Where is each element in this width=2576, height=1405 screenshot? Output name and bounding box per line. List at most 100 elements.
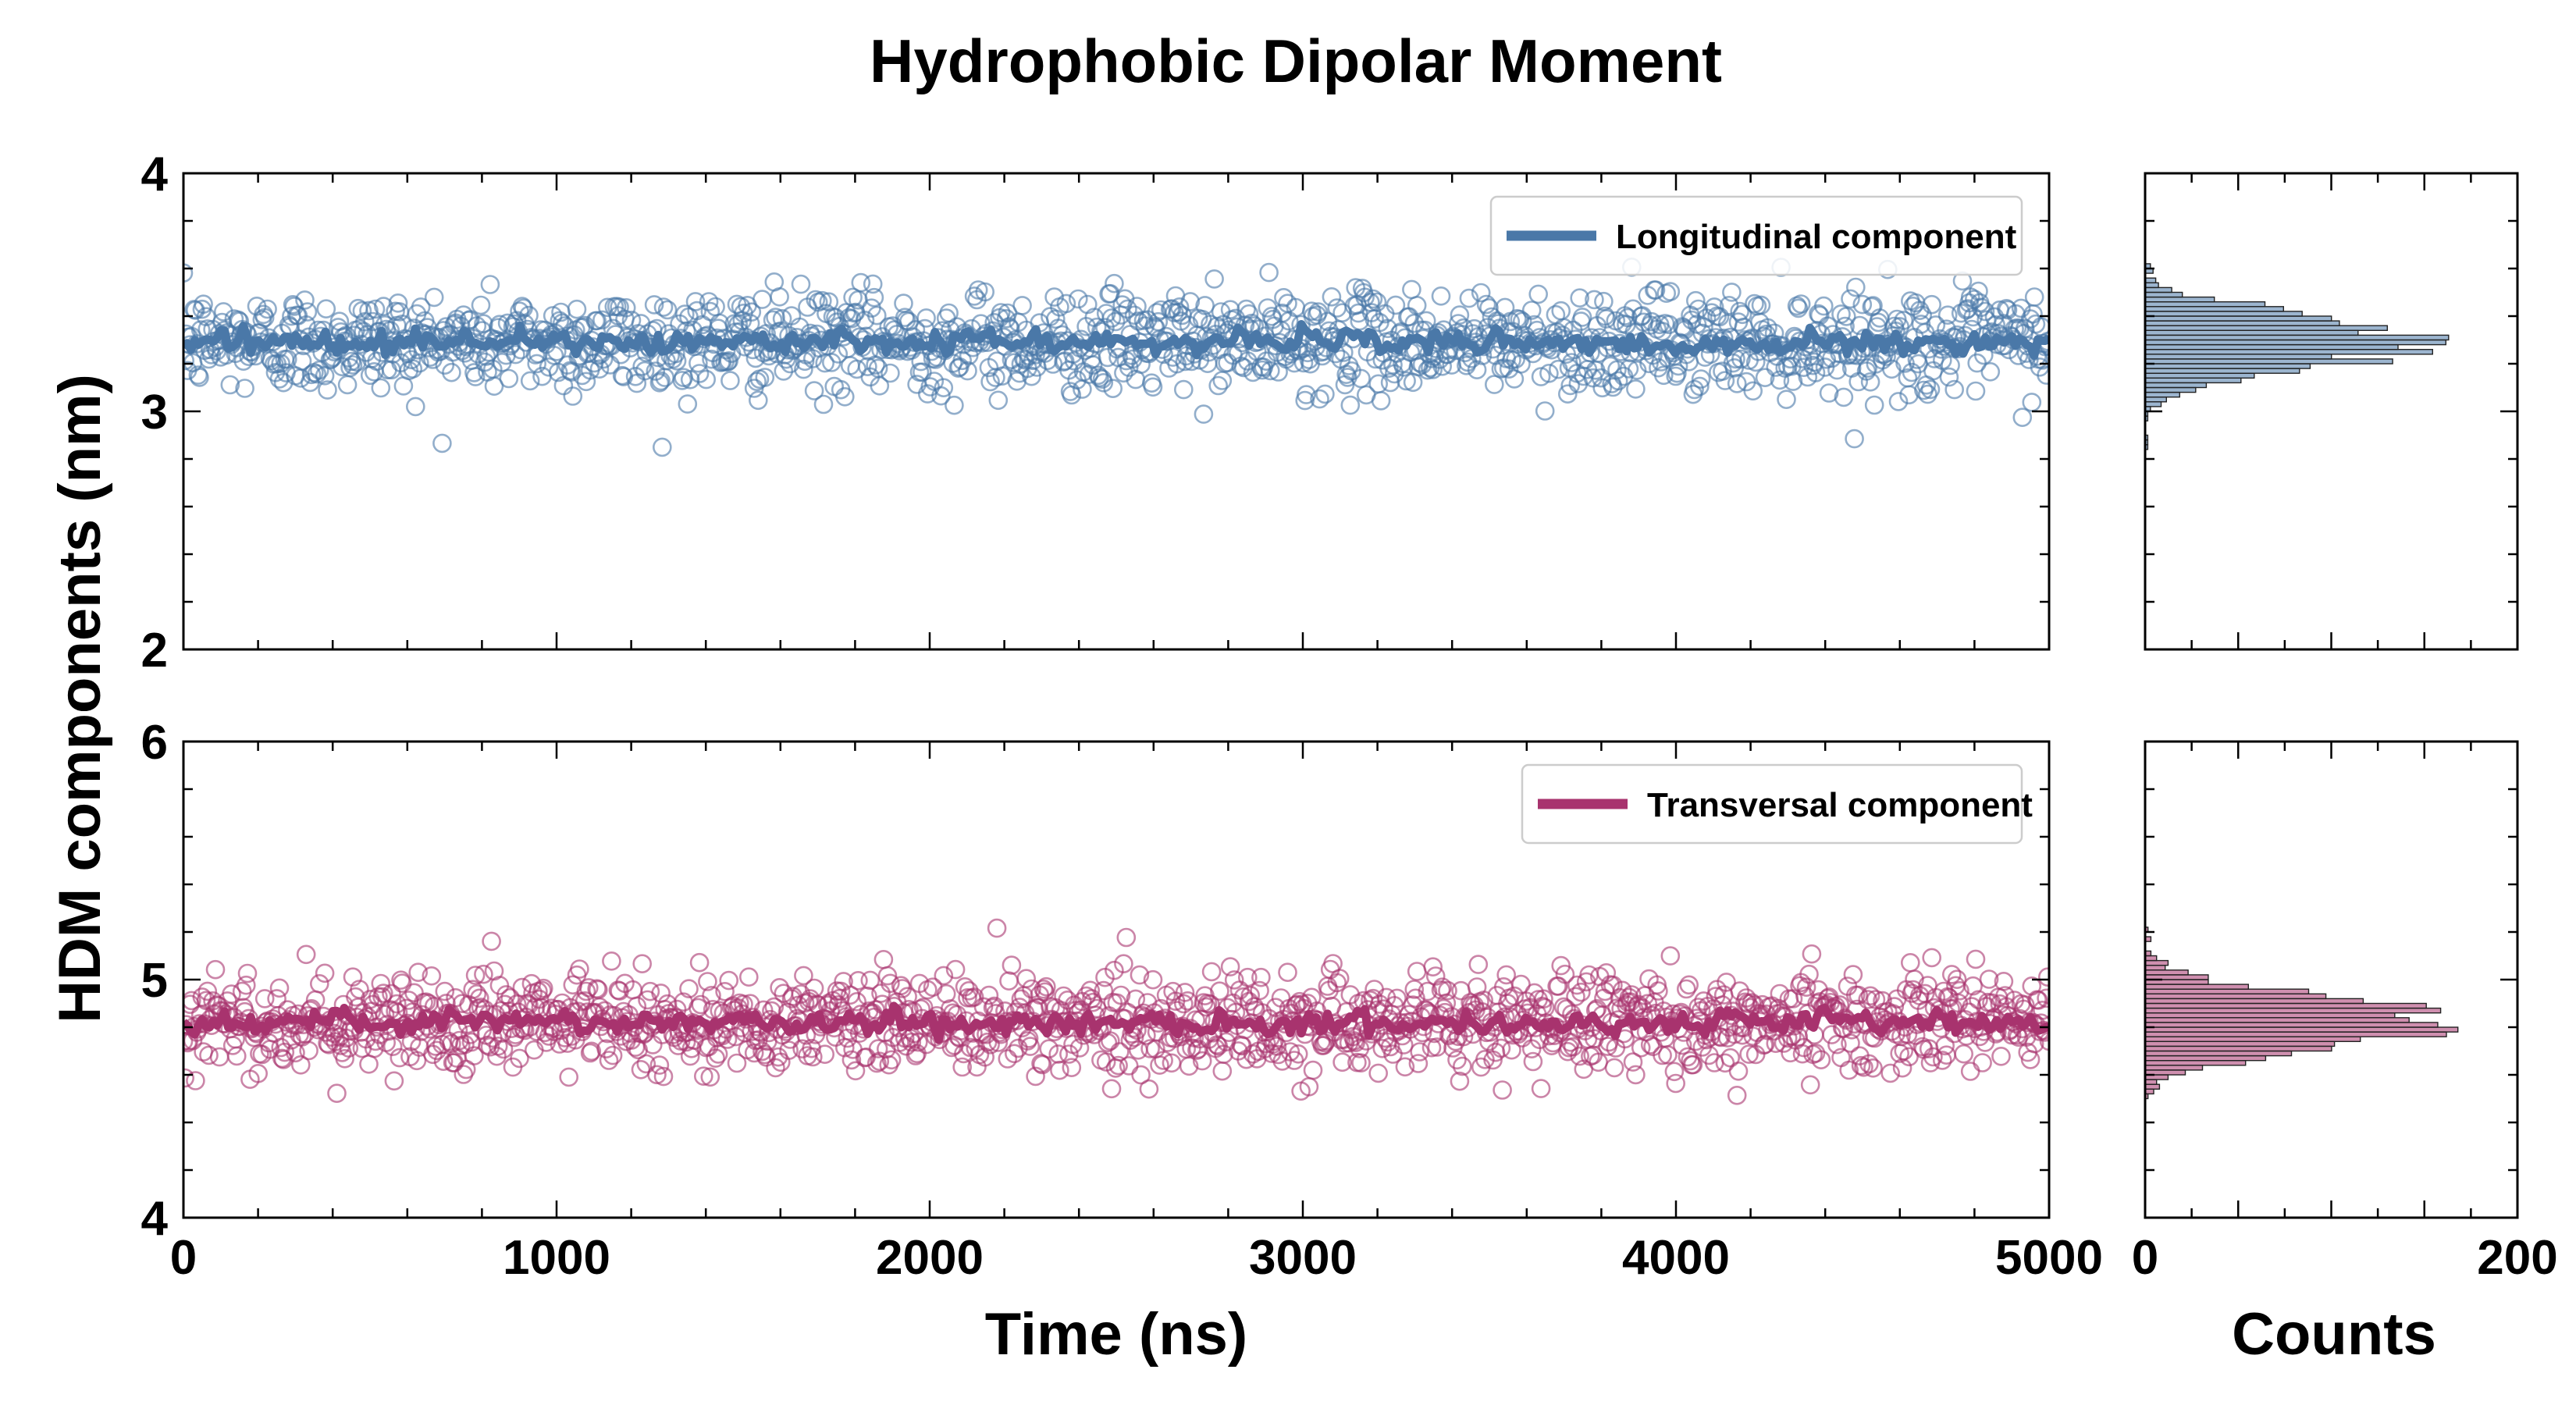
data-point <box>405 397 425 417</box>
data-point <box>936 984 956 1004</box>
data-point <box>831 981 851 1001</box>
data-point <box>1468 955 1489 974</box>
data-point <box>1315 384 1335 404</box>
data-point <box>1012 296 1032 315</box>
data-point <box>1732 1025 1752 1045</box>
data-point <box>1607 360 1627 380</box>
data-point <box>1852 294 1873 315</box>
data-point <box>1535 401 1555 421</box>
data-point <box>1603 377 1623 397</box>
data-point <box>909 1032 928 1052</box>
histogram-bar <box>2144 329 2359 336</box>
data-point <box>1423 957 1443 976</box>
data-point <box>1627 360 1647 380</box>
data-point <box>1194 404 1214 424</box>
data-point <box>881 973 900 994</box>
data-point <box>958 361 977 381</box>
data-point <box>1796 977 1816 997</box>
data-point <box>1110 1042 1130 1062</box>
data-point <box>1777 389 1796 410</box>
data-point <box>1108 1055 1128 1076</box>
data-point <box>2038 967 2049 987</box>
histogram-transversal: 0 200 <box>2132 740 2558 1285</box>
data-point <box>627 996 647 1016</box>
data-point <box>520 371 540 391</box>
data-point <box>388 293 408 313</box>
data-point <box>1423 360 1443 379</box>
data-point <box>973 997 994 1017</box>
data-point <box>465 367 486 386</box>
data-point <box>945 959 966 980</box>
data-point <box>1683 1055 1703 1075</box>
data-point <box>934 378 954 398</box>
data-point <box>610 297 629 317</box>
data-point <box>1619 359 1639 379</box>
data-point <box>1407 962 1427 981</box>
chart-title: Hydrophobic Dipolar Moment <box>870 27 1722 95</box>
data-point <box>499 368 519 389</box>
data-point <box>194 294 213 315</box>
histogram-bar <box>2144 291 2183 298</box>
data-point <box>422 966 442 986</box>
data-point <box>1212 1061 1233 1081</box>
histogram-bar <box>2144 1017 2410 1023</box>
data-point <box>703 1000 723 1019</box>
data-point <box>1819 383 1839 403</box>
data-point <box>1432 356 1452 376</box>
data-point <box>766 308 785 327</box>
data-point <box>1016 969 1036 988</box>
data-point <box>1297 385 1316 404</box>
data-point <box>1585 290 1604 310</box>
data-point <box>519 305 539 325</box>
plot-area <box>183 918 2049 1105</box>
histogram-bar <box>2144 955 2158 962</box>
data-point <box>1438 980 1457 1001</box>
y-tick-label: 3 <box>141 386 168 439</box>
data-point <box>1080 980 1100 1001</box>
data-point <box>337 375 358 395</box>
data-point <box>1873 991 1892 1011</box>
data-point <box>1079 365 1099 384</box>
data-point <box>998 1049 1018 1069</box>
data-point <box>1562 353 1582 372</box>
data-point <box>1163 981 1183 1001</box>
data-point <box>1124 305 1144 325</box>
data-point <box>1143 969 1163 990</box>
data-point <box>1404 980 1425 999</box>
data-point <box>1995 986 2015 1005</box>
data-point <box>1608 371 1628 391</box>
data-point <box>649 372 670 393</box>
data-point <box>632 356 653 376</box>
data-point <box>1822 1025 1841 1044</box>
legend-label: Transversal component <box>1647 786 2033 824</box>
data-point <box>1210 981 1229 1001</box>
data-point <box>819 292 839 312</box>
data-point <box>2037 988 2049 1008</box>
histogram-bar <box>2144 998 2364 1005</box>
data-point <box>1063 344 1083 364</box>
data-point <box>1880 1063 1900 1083</box>
data-point <box>1459 288 1479 308</box>
data-point <box>359 301 379 321</box>
data-point <box>868 1039 888 1058</box>
data-point <box>1646 280 1666 300</box>
data-point <box>1686 290 1706 311</box>
histogram-bar <box>2144 1065 2204 1071</box>
data-point <box>480 275 500 294</box>
data-point <box>1379 358 1399 379</box>
data-point <box>855 310 875 330</box>
data-point <box>693 1066 713 1086</box>
data-point <box>484 376 504 397</box>
data-point <box>1150 1055 1169 1075</box>
data-point <box>1274 287 1293 308</box>
data-point <box>1233 987 1254 1007</box>
data-point <box>1031 1054 1051 1073</box>
data-point <box>1368 1063 1388 1083</box>
data-point <box>1044 287 1064 307</box>
data-point <box>316 299 336 319</box>
smoothed-series-line <box>183 320 2049 361</box>
data-point <box>1570 288 1589 308</box>
data-point <box>220 375 240 395</box>
histogram-bar <box>2144 334 2450 341</box>
data-point <box>806 290 826 310</box>
